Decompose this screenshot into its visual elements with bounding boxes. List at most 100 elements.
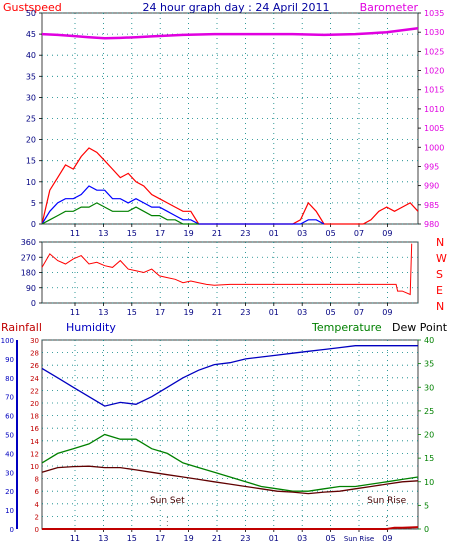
x-tick-label: 11	[70, 229, 80, 238]
x-tick-label: 17	[155, 308, 165, 317]
temp-series	[41, 345, 419, 530]
x-tick-label: 13	[98, 534, 108, 543]
sun-annotation: Sun Rise	[367, 496, 406, 506]
compass-label: E	[436, 284, 443, 297]
rain-tick-label: 20	[30, 400, 39, 408]
x-tick-label: 11	[70, 534, 80, 543]
rain-tick-label: 0	[35, 526, 39, 534]
temp-tick-label: 10	[424, 478, 434, 487]
x-tick-label: 09	[382, 229, 392, 238]
series-rainfall	[42, 526, 419, 530]
y-tick-label-left: 25	[26, 115, 36, 124]
x-tick-label: 21	[212, 308, 222, 317]
wind-series	[41, 27, 419, 225]
humidity-tick-label: 30	[5, 469, 14, 477]
x-tick-label: 21	[212, 534, 222, 543]
humidity-tick-label: 10	[5, 507, 14, 515]
rainfall-label: Rainfall	[1, 321, 42, 334]
y-tick-label-right: 985	[424, 201, 439, 210]
temp-axes: 11 13 15 17 19 21 23 01 03 05 Sun Rise 090102030405…	[1, 336, 435, 543]
x-tick-label: 05	[326, 229, 336, 238]
temp-tick-label: 0	[424, 525, 429, 534]
y-tick-label-right: 1020	[424, 67, 444, 76]
x-tick-label: 07	[354, 229, 364, 238]
rain-tick-label: 22	[30, 387, 39, 395]
x-tick-label: 11	[70, 308, 80, 317]
x-tick-label: 17	[155, 534, 165, 543]
y-tick-label-left: 40	[26, 51, 36, 60]
wind-grid	[42, 12, 418, 225]
temp-tick-label: 40	[424, 336, 434, 345]
x-tick-label: 01	[269, 308, 279, 317]
rain-tick-label: 8	[35, 476, 39, 484]
x-tick-label: Sun Rise	[344, 535, 374, 543]
y-tick-label-right: 1010	[424, 105, 444, 114]
wind-axes: 11 13 15 17 19 21 23 01 03 05 07 090510152025303540…	[26, 9, 445, 238]
humidity-tick-label: 80	[5, 375, 14, 383]
humidity-tick-label: 20	[5, 488, 14, 496]
x-tick-label: 19	[184, 534, 194, 543]
rain-tick-label: 4	[35, 501, 40, 509]
humidity-tick-label: 90	[5, 356, 14, 364]
compass-label: S	[436, 268, 443, 281]
y-tick-label-right: 990	[424, 182, 439, 191]
y-tick-label-right: 995	[424, 162, 439, 171]
x-tick-label: 15	[127, 308, 137, 317]
y-tick-label-left: 0	[31, 220, 36, 229]
humidity-label: Humidity	[66, 321, 116, 334]
y-tick-label-right: 1030	[424, 28, 444, 37]
direction-grid	[42, 241, 418, 304]
compass-label: N	[436, 300, 444, 313]
x-tick-label: 19	[184, 308, 194, 317]
temp-tick-label: 5	[424, 501, 429, 510]
humidity-tick-label: 40	[5, 450, 14, 458]
y-tick-label-left: 10	[26, 178, 36, 187]
barometer-label: Barometer	[360, 1, 419, 14]
y-tick-label-left: 0	[31, 299, 36, 308]
x-tick-label: 03	[297, 534, 307, 543]
temp-tick-label: 20	[424, 431, 434, 440]
series-humidity	[41, 345, 418, 407]
y-tick-label-left: 45	[26, 30, 36, 39]
series-temperature	[41, 433, 419, 492]
y-tick-label-right: 980	[424, 220, 439, 229]
y-tick-label-left: 35	[26, 72, 36, 81]
rain-tick-label: 10	[30, 463, 39, 471]
temp-tick-label: 35	[424, 360, 434, 369]
temp-tick-label: 15	[424, 454, 434, 463]
y-tick-label-right: 1035	[424, 9, 444, 18]
temp-tick-label: 25	[424, 407, 434, 416]
temp-tick-label: 30	[424, 383, 434, 392]
x-tick-label: 15	[127, 229, 137, 238]
humidity-tick-label: 70	[5, 394, 14, 402]
humidity-tick-label: 0	[10, 526, 14, 534]
x-tick-label: 13	[98, 308, 108, 317]
series-wind-direction	[41, 243, 413, 296]
x-tick-label: 21	[212, 229, 222, 238]
y-tick-label-left: 20	[26, 136, 36, 145]
x-tick-label: 07	[354, 308, 364, 317]
rain-tick-label: 14	[30, 438, 39, 446]
x-tick-label: 03	[297, 229, 307, 238]
x-tick-label: 05	[326, 534, 336, 543]
direction-series	[41, 243, 413, 296]
y-tick-label-left: 90	[26, 284, 36, 293]
y-tick-label-left: 270	[21, 253, 36, 262]
rain-tick-label: 6	[35, 488, 40, 496]
rain-tick-label: 12	[30, 450, 39, 458]
series-gust	[41, 147, 419, 225]
y-tick-label-right: 1005	[424, 124, 444, 133]
compass-label: N	[436, 236, 444, 249]
y-tick-label-right: 1025	[424, 47, 444, 56]
x-tick-label: 17	[155, 229, 165, 238]
compass-label: W	[436, 252, 447, 265]
sun-annotation: Sun Set	[150, 496, 185, 506]
dew-point-label: Dew Point	[392, 321, 448, 334]
series-barometer	[41, 27, 419, 40]
x-tick-label: 03	[297, 308, 307, 317]
x-tick-label: 15	[127, 534, 137, 543]
series-calm	[41, 202, 199, 225]
